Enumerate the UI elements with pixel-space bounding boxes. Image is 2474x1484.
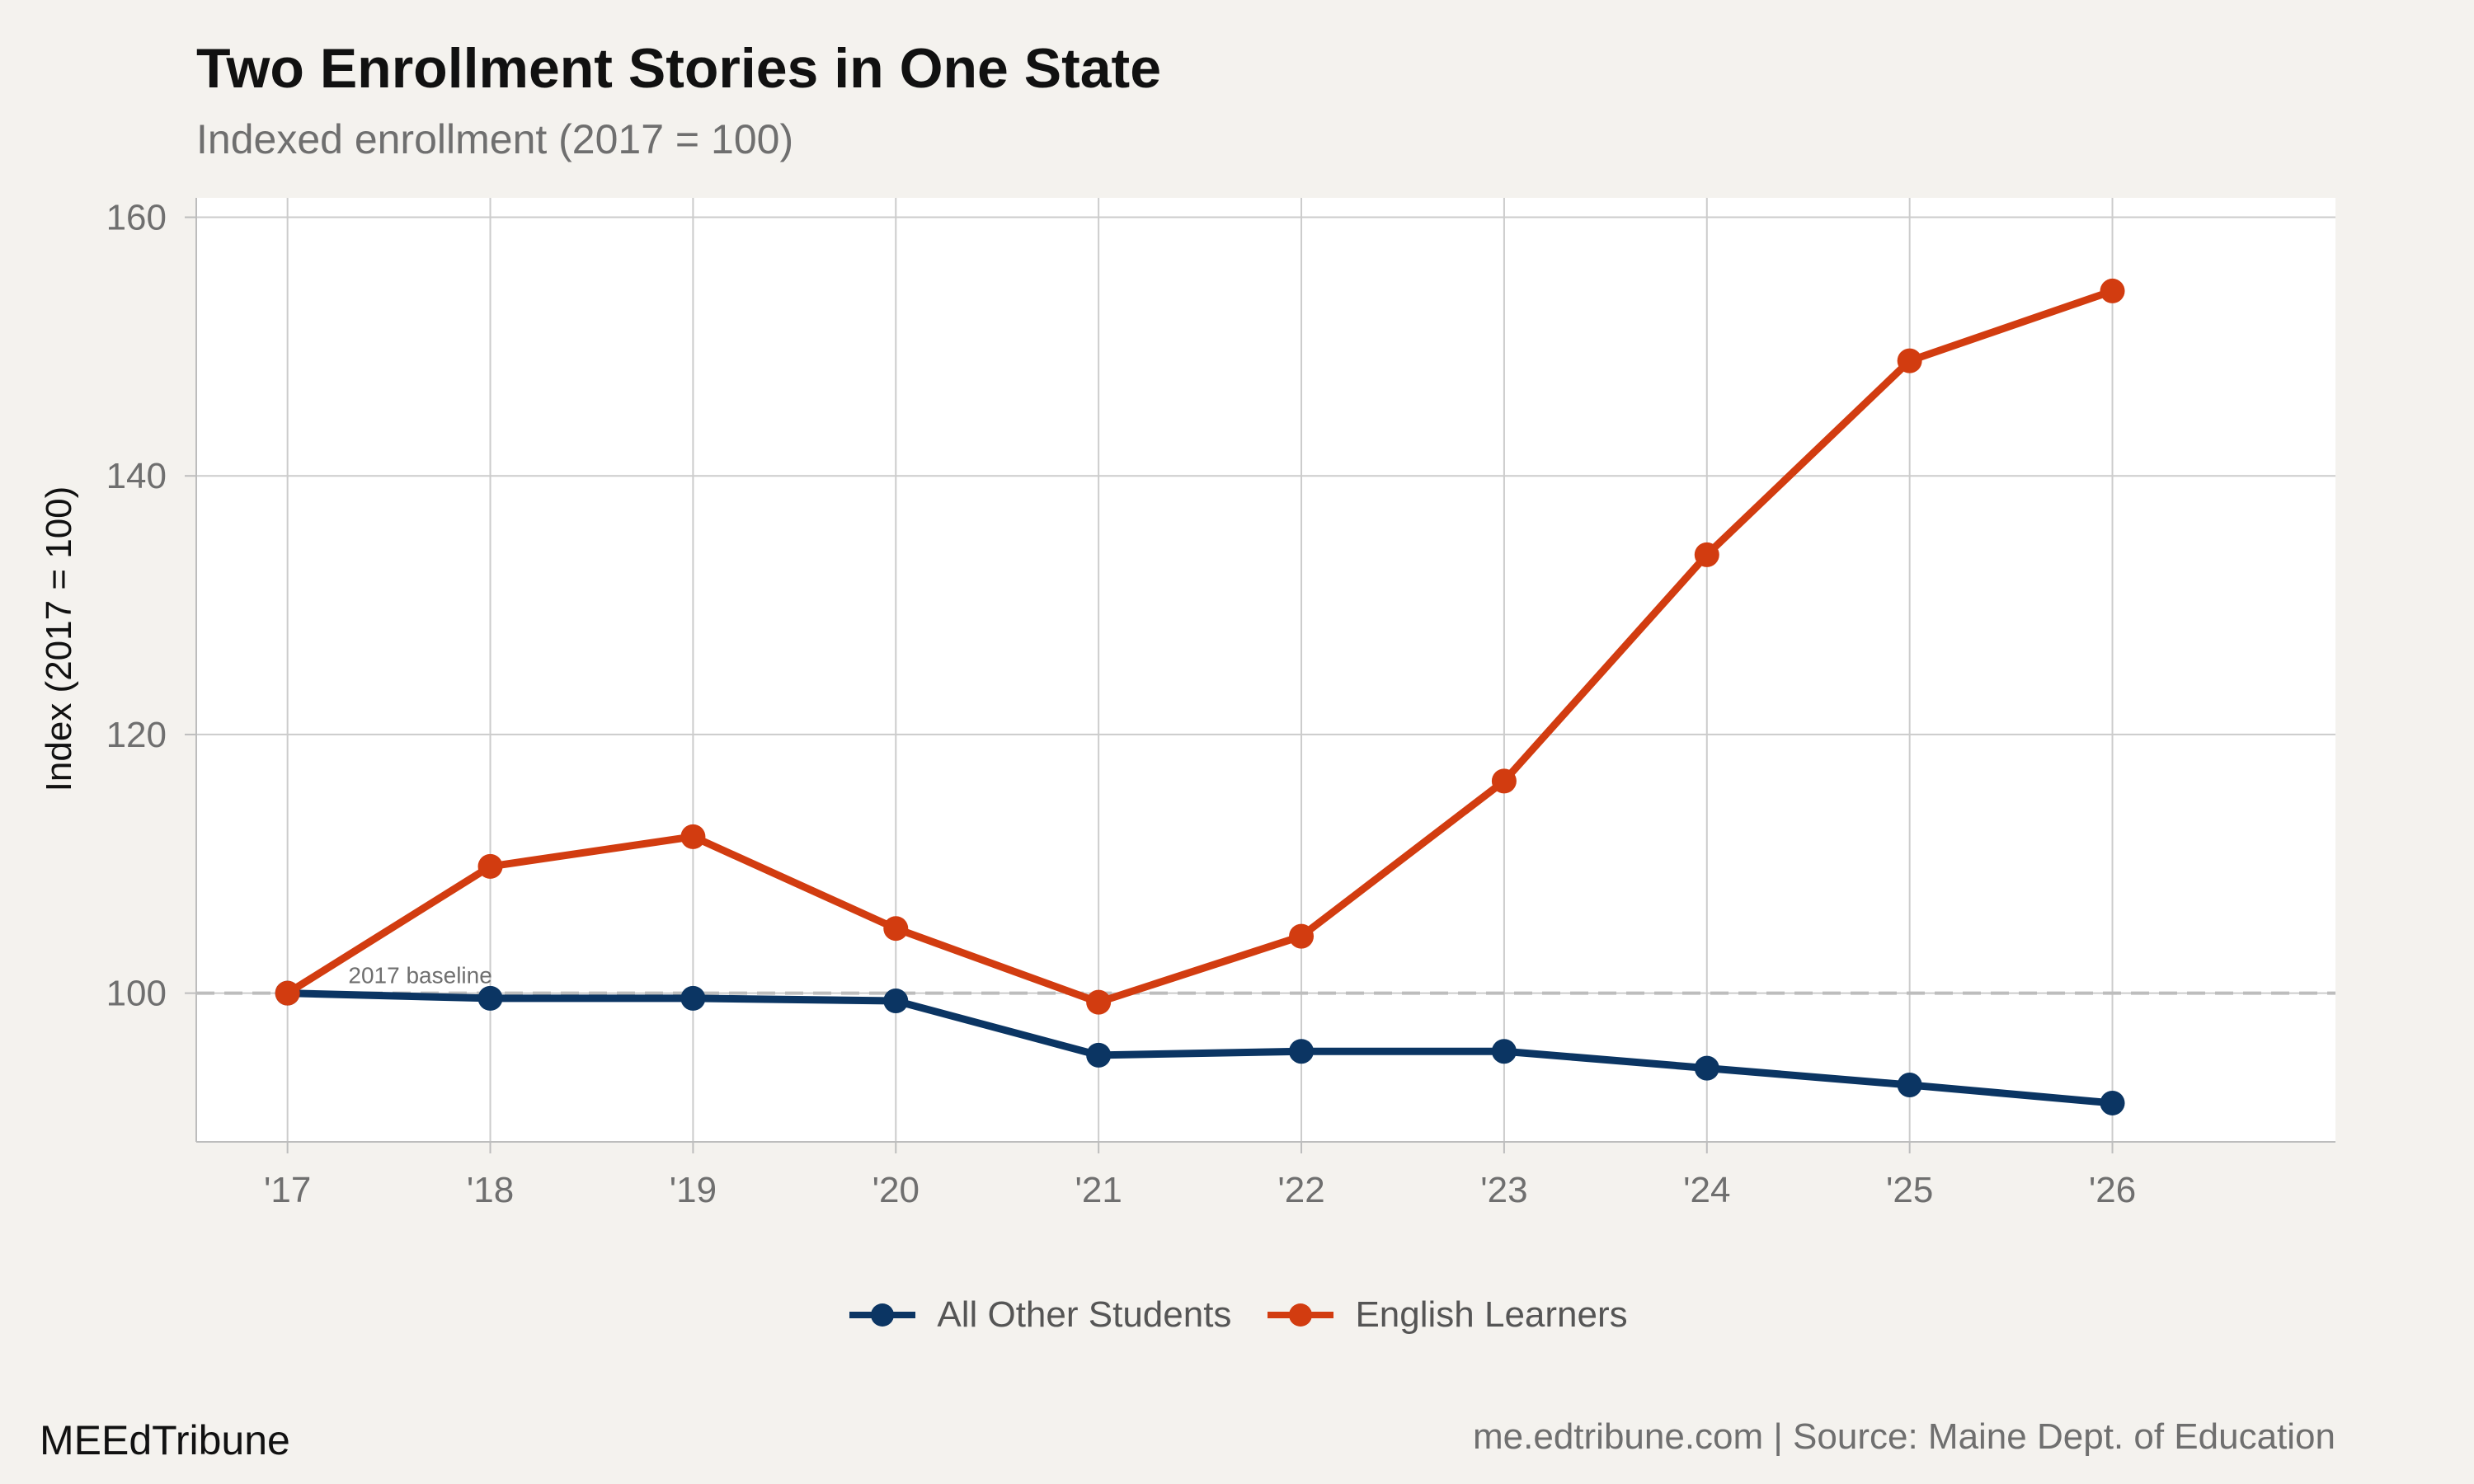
y-tick-label-120: 120 — [106, 715, 167, 755]
data-point-all-other-students-18 — [477, 985, 503, 1011]
legend-item-english-learners: English Learners — [1264, 1294, 1628, 1336]
legend-key-english-learners — [1268, 1303, 1334, 1327]
data-point-english-learners-18 — [477, 853, 503, 879]
x-tick-label-17: '17 — [264, 1170, 311, 1210]
data-point-english-learners-17 — [275, 980, 300, 1006]
data-point-english-learners-25 — [1897, 348, 1922, 373]
data-point-english-learners-21 — [1086, 989, 1112, 1015]
chart-title: Two Enrollment Stories in One State — [196, 37, 1162, 100]
legend: All Other Students English Learners — [0, 1294, 2474, 1336]
plot-panel — [196, 198, 2335, 1142]
legend-item-all-other-students: All Other Students — [846, 1294, 1231, 1336]
data-point-all-other-students-20 — [883, 989, 909, 1014]
series-line-english-learners — [284, 287, 2117, 1007]
legend-key-all-other-students — [849, 1303, 916, 1327]
data-point-english-learners-20 — [883, 916, 909, 942]
data-point-all-other-students-22 — [1289, 1039, 1315, 1064]
x-tick-label-25: '25 — [1886, 1170, 1933, 1210]
data-point-all-other-students-23 — [1491, 1039, 1517, 1064]
y-tick-label-140: 140 — [106, 456, 167, 496]
x-tick-label-24: '24 — [1683, 1170, 1730, 1210]
x-tick-label-20: '20 — [872, 1170, 920, 1210]
x-tick-label-18: '18 — [467, 1170, 514, 1210]
series-line-all-other-students — [284, 989, 2117, 1107]
x-tick-label-19: '19 — [670, 1170, 717, 1210]
baseline-annotation: 2017 baseline — [348, 963, 492, 989]
data-point-english-learners-24 — [1694, 542, 1719, 567]
brand-logo-text: MEEdTribune — [40, 1417, 290, 1463]
legend-label-all-other-students: All Other Students — [937, 1294, 1232, 1335]
data-point-all-other-students-25 — [1897, 1072, 1922, 1097]
y-tick-label-160: 160 — [106, 198, 167, 238]
data-point-all-other-students-26 — [2100, 1090, 2125, 1115]
legend-label-english-learners: English Learners — [1355, 1294, 1628, 1335]
chart-subtitle: Indexed enrollment (2017 = 100) — [196, 116, 794, 162]
data-point-english-learners-23 — [1491, 768, 1517, 794]
data-point-all-other-students-24 — [1694, 1055, 1719, 1081]
data-point-all-other-students-19 — [680, 985, 706, 1011]
data-point-english-learners-22 — [1289, 923, 1315, 949]
data-point-english-learners-19 — [680, 824, 706, 849]
data-point-all-other-students-21 — [1086, 1042, 1112, 1068]
x-tick-label-23: '23 — [1480, 1170, 1527, 1210]
source-credit: me.edtribune.com | Source: Maine Dept. o… — [1473, 1416, 2335, 1457]
y-tick-label-100: 100 — [106, 974, 167, 1014]
x-tick-label-26: '26 — [2089, 1170, 2136, 1210]
x-tick-label-22: '22 — [1277, 1170, 1324, 1210]
data-point-english-learners-26 — [2100, 278, 2125, 303]
x-tick-label-21: '21 — [1075, 1170, 1122, 1210]
